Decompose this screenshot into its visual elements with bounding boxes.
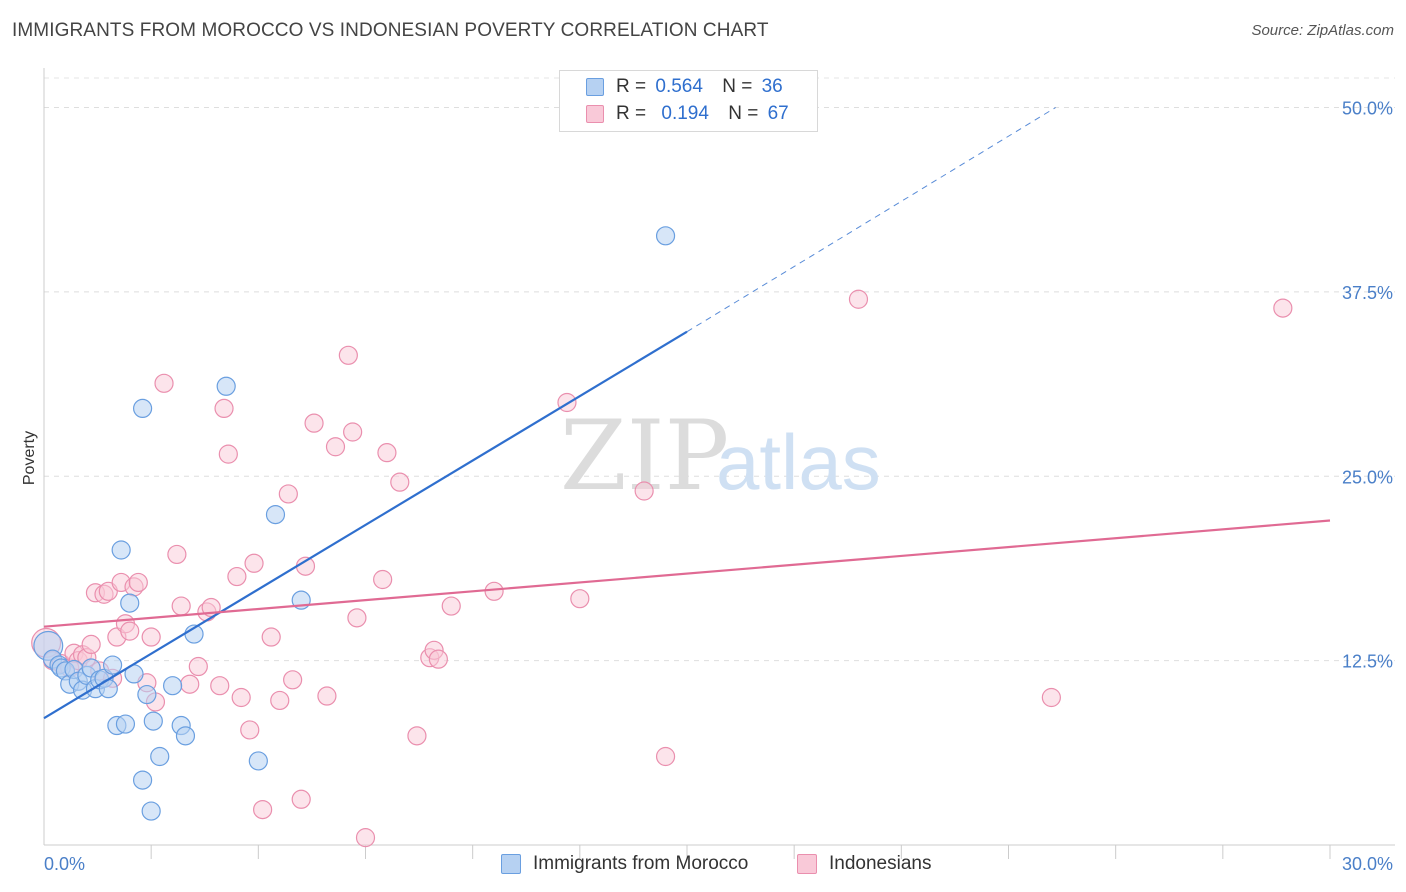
morocco-point	[137, 684, 157, 705]
legend-n-label: N =	[722, 76, 753, 97]
morocco-point	[655, 226, 676, 246]
indonesian-point	[253, 799, 273, 820]
stats-legend: R = 0.564 N = 36 R = 0.194 N = 67	[559, 70, 818, 132]
indonesian-point	[261, 627, 281, 647]
legend-n-label: N =	[728, 103, 759, 124]
indonesian-point	[355, 828, 376, 848]
indonesian-point	[120, 621, 140, 641]
indonesian-point	[655, 746, 676, 767]
indonesian-point	[291, 789, 311, 809]
indonesian-point	[278, 484, 298, 504]
legend-text-morocco: R = 0.564 N = 36	[616, 76, 783, 98]
indonesian-point	[180, 674, 200, 694]
y-tick-label: 50.0%	[1342, 99, 1393, 119]
legend-n-value: 36	[761, 76, 783, 97]
morocco-point	[132, 398, 153, 418]
indonesian-point	[848, 289, 869, 309]
indonesian-point	[317, 686, 337, 706]
legend-r-label: R =	[616, 103, 647, 124]
indonesian-point	[141, 627, 161, 647]
morocco-point	[132, 770, 153, 790]
indonesian-point	[154, 373, 174, 393]
y-tick-label: 25.0%	[1342, 467, 1393, 487]
legend-r-value: 0.194	[661, 103, 709, 124]
morocco-point	[163, 676, 183, 696]
indonesian-trend-line	[43, 519, 1331, 628]
indonesian-point	[1041, 687, 1061, 708]
indonesian-point	[128, 572, 148, 593]
indonesian-point	[304, 413, 324, 433]
morocco-point	[120, 593, 140, 613]
x-tick-label: 30.0%	[1342, 854, 1393, 874]
indonesian-point	[81, 634, 101, 655]
y-tick-label: 12.5%	[1342, 652, 1393, 672]
legend-swatch-pink	[586, 105, 604, 123]
legend-swatch-blue	[586, 78, 604, 96]
y-tick-label: 37.5%	[1342, 283, 1393, 303]
indonesian-point	[484, 581, 504, 601]
morocco-point	[102, 655, 123, 675]
indonesian-point	[231, 687, 251, 708]
indonesian-point	[634, 481, 654, 501]
chart-title: IMMIGRANTS FROM MOROCCO VS INDONESIAN PO…	[12, 20, 769, 41]
morocco-point	[150, 746, 170, 767]
bottom-legend-swatch-blue	[501, 854, 521, 874]
indonesian-point	[244, 553, 264, 573]
morocco-point	[265, 504, 286, 525]
indonesian-point	[347, 608, 367, 628]
indonesian-point	[240, 720, 260, 740]
indonesian-point	[570, 589, 590, 609]
y-axis-label: Poverty	[21, 431, 38, 485]
indonesian-point	[227, 566, 247, 587]
legend-text-indonesians: R = 0.194 N = 67	[616, 103, 789, 125]
indonesian-point	[210, 676, 230, 696]
morocco-point	[111, 540, 131, 560]
source-label: Source: ZipAtlas.com	[1251, 22, 1394, 39]
morocco-trend-extension	[686, 107, 1056, 333]
indonesian-point	[270, 690, 290, 711]
indonesian-point	[1273, 298, 1293, 318]
watermark-atlas: atlas	[716, 418, 881, 506]
morocco-point	[216, 376, 236, 396]
morocco-point	[175, 726, 196, 746]
indonesian-point	[214, 398, 234, 418]
indonesian-point	[188, 656, 208, 677]
legend-r-value: 0.564	[655, 76, 703, 97]
legend-r-label: R =	[616, 76, 647, 97]
indonesian-point	[338, 345, 358, 365]
morocco-point	[141, 801, 161, 821]
legend-n-value: 67	[767, 103, 789, 124]
morocco-point	[248, 751, 268, 771]
indonesian-point	[218, 444, 238, 464]
indonesian-point	[343, 422, 363, 442]
indonesian-point	[325, 437, 346, 457]
indonesian-point	[283, 670, 303, 690]
bottom-legend-swatch-pink	[797, 854, 817, 874]
morocco-point	[143, 711, 163, 731]
indonesian-point	[390, 472, 410, 492]
indonesian-point	[373, 569, 393, 590]
indonesian-point	[377, 443, 397, 463]
morocco-point	[115, 714, 136, 734]
indonesian-point	[407, 726, 427, 746]
bottom-legend-label: Immigrants from Morocco	[533, 853, 749, 874]
x-tick-label: 0.0%	[44, 854, 85, 874]
indonesian-point	[428, 649, 448, 669]
indonesian-point	[171, 596, 191, 616]
indonesian-point	[441, 596, 461, 616]
morocco-trend-line	[43, 330, 688, 720]
bottom-legend-label: Indonesians	[829, 853, 932, 874]
indonesian-point	[167, 544, 187, 565]
